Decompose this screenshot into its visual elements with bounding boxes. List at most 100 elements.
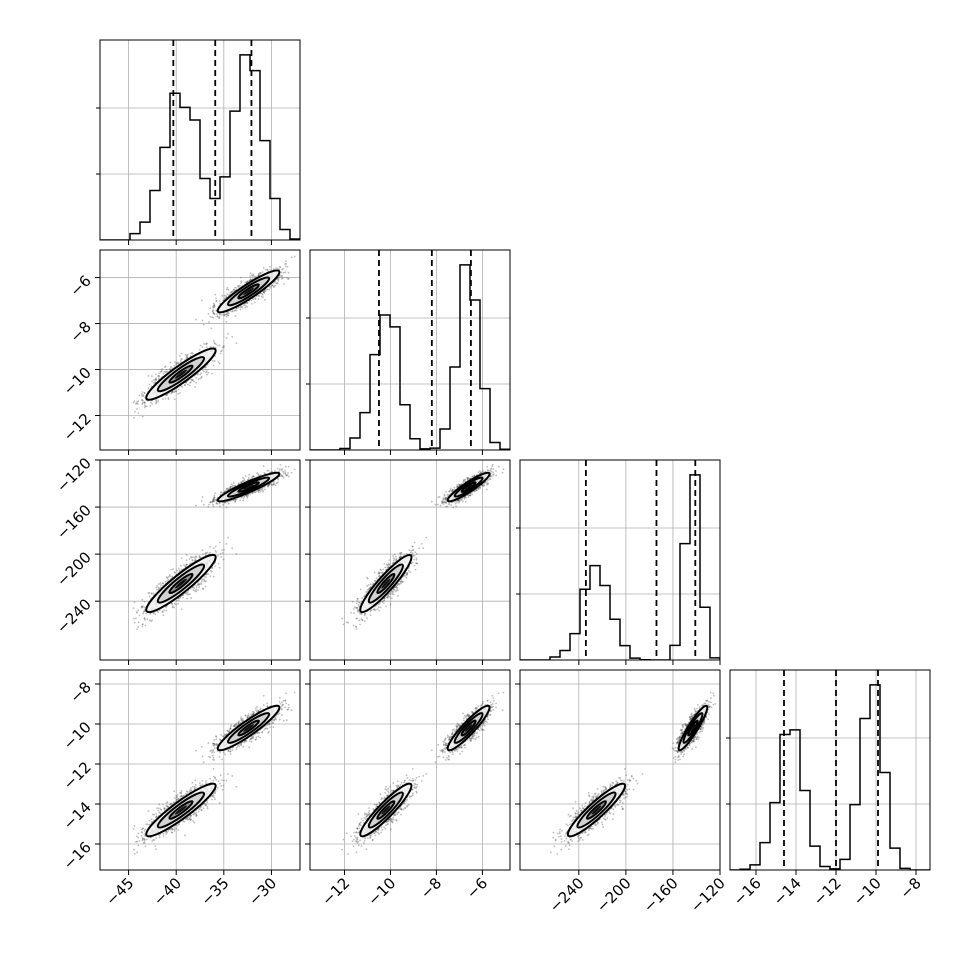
scatter-point bbox=[133, 400, 136, 403]
scatter-point bbox=[143, 610, 146, 612]
scatter-point bbox=[144, 405, 147, 408]
scatter-point bbox=[162, 372, 165, 375]
scatter-point bbox=[207, 573, 210, 575]
scatter-point bbox=[220, 491, 222, 493]
scatter-point bbox=[177, 567, 180, 570]
scatter-point bbox=[231, 547, 234, 550]
scatter-point bbox=[157, 586, 160, 589]
scatter-point bbox=[137, 412, 140, 415]
scatter-point bbox=[171, 391, 174, 394]
scatter-point bbox=[178, 597, 181, 600]
scatter-point bbox=[194, 318, 197, 321]
scatter-point bbox=[213, 304, 215, 307]
scatter-point bbox=[218, 362, 221, 365]
scatter-point bbox=[233, 288, 236, 291]
scatter-point bbox=[268, 288, 270, 291]
scatter-point bbox=[145, 405, 148, 408]
scatter-point bbox=[212, 306, 214, 309]
scatter-point bbox=[280, 474, 283, 476]
scatter-point bbox=[235, 287, 238, 289]
scatter-point bbox=[166, 580, 169, 582]
scatter-point bbox=[269, 286, 272, 289]
scatter-point bbox=[252, 298, 255, 301]
scatter-point bbox=[200, 580, 203, 583]
scatter-point bbox=[204, 368, 207, 371]
scatter-point bbox=[240, 496, 242, 499]
scatter-point bbox=[171, 575, 174, 578]
scatter-point bbox=[245, 494, 248, 497]
scatter-point bbox=[143, 402, 146, 404]
scatter-point bbox=[205, 343, 208, 346]
scatter-point bbox=[190, 378, 193, 381]
scatter-point bbox=[293, 255, 296, 258]
scatter-point bbox=[174, 361, 176, 364]
scatter-point bbox=[162, 582, 164, 585]
scatter-point bbox=[147, 375, 150, 377]
scatter-point bbox=[248, 279, 251, 282]
scatter-point bbox=[252, 274, 255, 277]
scatter-point bbox=[175, 603, 177, 606]
scatter-point bbox=[159, 586, 162, 588]
scatter-point bbox=[212, 311, 215, 314]
scatter-point bbox=[186, 356, 189, 359]
scatter-point bbox=[227, 536, 229, 539]
scatter-point bbox=[287, 465, 290, 468]
scatter-point bbox=[282, 271, 285, 274]
scatter-point bbox=[154, 613, 157, 616]
scatter-point bbox=[202, 587, 205, 590]
scatter-point bbox=[226, 314, 229, 317]
scatter-point bbox=[141, 415, 144, 418]
scatter-point bbox=[281, 475, 284, 478]
scatter-point bbox=[237, 482, 240, 485]
scatter-point bbox=[224, 490, 226, 493]
scatter-point bbox=[195, 377, 197, 379]
panel-frame bbox=[99, 39, 301, 241]
panel-1-0: −12−10−8−6 bbox=[60, 249, 301, 455]
scatter-point bbox=[221, 349, 223, 352]
scatter-point bbox=[262, 489, 264, 492]
scatter-point bbox=[242, 499, 245, 502]
scatter-point bbox=[135, 402, 137, 405]
scatter-point bbox=[226, 293, 229, 296]
scatter-point bbox=[224, 501, 226, 504]
scatter-point bbox=[213, 303, 216, 306]
scatter-point bbox=[211, 316, 213, 319]
scatter-point bbox=[211, 500, 214, 503]
scatter-point bbox=[286, 265, 289, 268]
scatter-point bbox=[280, 469, 283, 472]
scatter-point bbox=[209, 545, 211, 548]
scatter-point bbox=[266, 469, 269, 472]
scatter-point bbox=[259, 272, 262, 274]
scatter-point bbox=[245, 302, 248, 305]
scatter-point bbox=[205, 342, 207, 345]
scatter-point bbox=[164, 370, 167, 373]
scatter-point bbox=[137, 609, 140, 612]
scatter-point bbox=[282, 267, 284, 270]
histogram-0 bbox=[100, 54, 300, 240]
scatter-point bbox=[155, 586, 158, 589]
scatter-point bbox=[213, 498, 215, 500]
scatter-point bbox=[246, 301, 249, 304]
scatter-point bbox=[194, 558, 197, 561]
scatter-point bbox=[187, 591, 189, 593]
scatter-point bbox=[184, 353, 187, 356]
scatter-point bbox=[254, 491, 257, 493]
scatter-point bbox=[247, 478, 250, 481]
scatter-point bbox=[206, 342, 209, 345]
scatter-point bbox=[284, 271, 287, 274]
scatter-point bbox=[252, 475, 255, 477]
scatter-point bbox=[201, 587, 204, 590]
scatter-point bbox=[215, 502, 218, 504]
scatter-point bbox=[142, 611, 145, 613]
scatter-point bbox=[168, 574, 171, 576]
scatter-point bbox=[241, 481, 243, 483]
scatter-point bbox=[152, 592, 155, 594]
scatter-point bbox=[220, 313, 223, 316]
scatter-point bbox=[160, 584, 162, 586]
scatter-point bbox=[234, 484, 237, 487]
density-peak bbox=[243, 287, 254, 295]
scatter-point bbox=[258, 272, 261, 274]
scatter-point bbox=[142, 395, 145, 397]
scatter-point bbox=[143, 406, 146, 409]
